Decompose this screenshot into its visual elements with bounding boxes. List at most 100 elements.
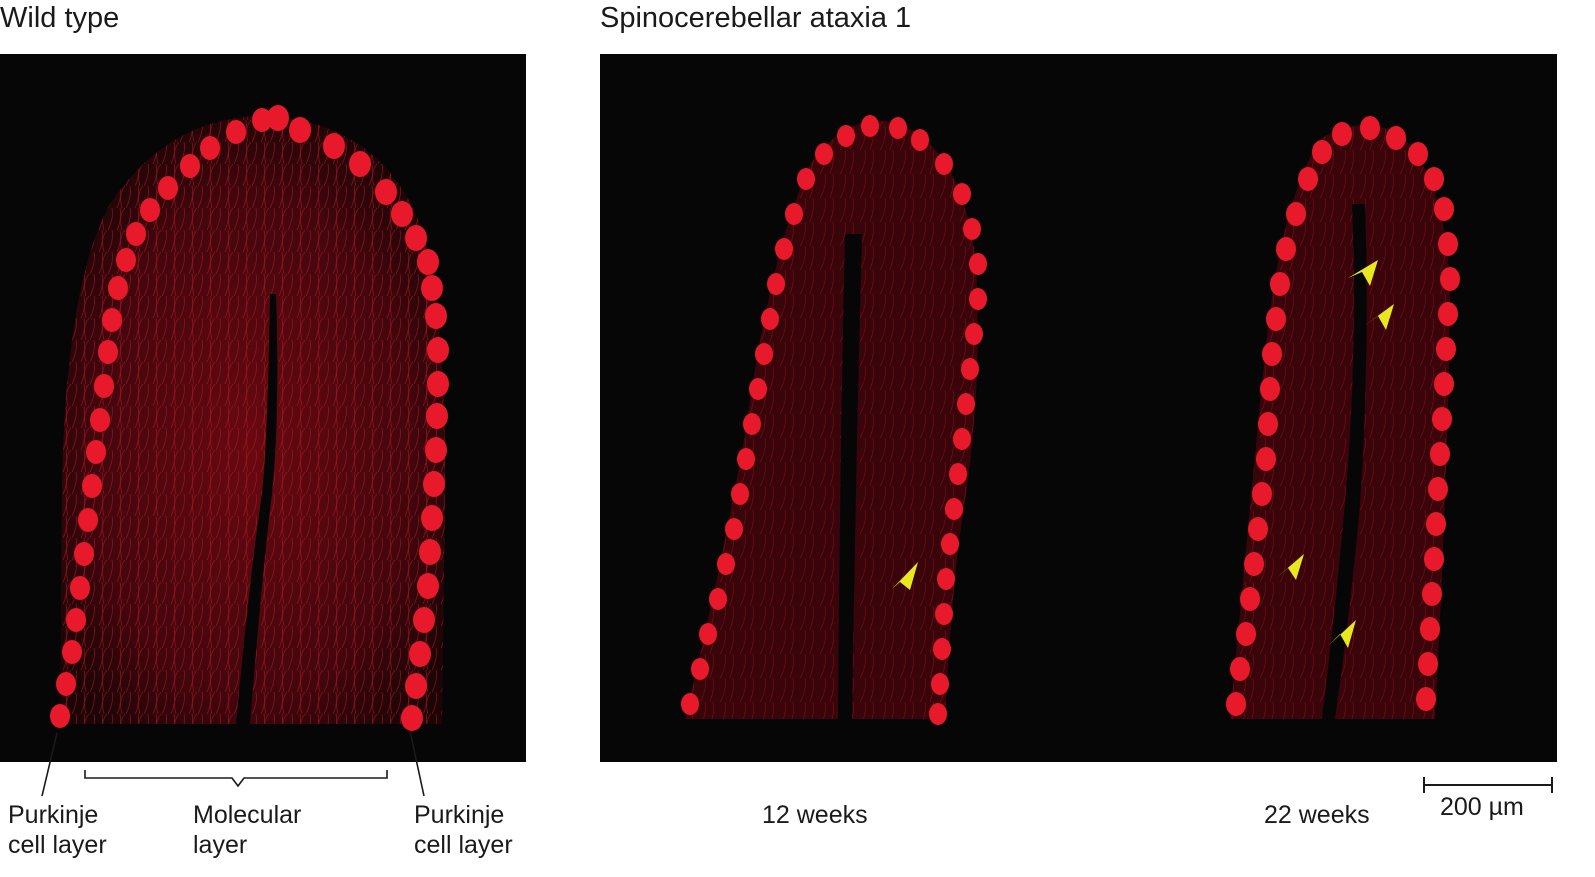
purkinje-cell [1252,482,1272,506]
purkinje-cell [861,115,879,137]
purkinje-cell [1298,167,1318,191]
purkinje-cell [1428,477,1448,501]
purkinje-cell [911,129,929,151]
purkinje-cell [755,343,773,365]
purkinje-cell [1438,302,1458,326]
purkinje-cell [957,393,975,415]
purkinje-cell [965,323,983,345]
purkinje-cell [94,374,114,398]
purkinje-cell [969,253,987,275]
purkinje-cell [935,603,953,625]
purkinje-cell [1424,167,1444,191]
purkinje-cell [941,533,959,555]
purkinje-cell [401,705,423,731]
purkinje-cell [200,136,220,160]
purkinje-cell [961,358,979,380]
purkinje-cell [1236,622,1256,646]
purkinje-cell [1248,517,1268,541]
purkinje-cells-sca1 [681,115,1460,725]
purkinje-cell [725,518,743,540]
arrowhead-3 [1364,304,1394,330]
purkinje-cell [767,273,785,295]
purkinje-cell [425,437,447,463]
purkinje-label-right: Purkinje cell layer [414,801,513,859]
purkinje-label-left: Purkinje cell layer [8,801,107,859]
purkinje-cell [815,143,833,165]
purkinje-cell [749,378,767,400]
purkinje-cell [252,108,272,132]
purkinje-cell [409,641,431,667]
arrowheads [892,260,1394,648]
purkinje-cell [1270,272,1290,296]
purkinje-cell [108,276,128,300]
purkinje-cell [953,428,971,450]
purkinje-cell [90,408,110,432]
purkinje-cell [180,154,200,178]
purkinje-cell [1434,372,1454,396]
purkinje-cell [945,498,963,520]
purkinje-cell [405,225,427,251]
purkinje-cell [425,303,447,329]
purkinje-cell [949,463,967,485]
arrowhead-5 [1328,620,1356,648]
purkinje-cell [937,568,955,590]
purkinje-cell [375,179,397,205]
week-22-label: 22 weeks [1264,801,1370,829]
purkinje-cell [1408,142,1428,166]
purkinje-cell [116,248,136,272]
purkinje-cell [953,183,971,205]
purkinje-cell [1436,337,1456,361]
purkinje-cell [1226,692,1246,716]
purkinje-cell [931,673,949,695]
fissure [236,294,278,724]
purkinje-cell [78,508,98,532]
purkinje-cell [1258,412,1278,436]
purkinje-cell [785,203,803,225]
purkinje-cell [70,576,90,600]
purkinje-cell [761,308,779,330]
purkinje-cell [743,413,761,435]
purkinje-cell [417,249,439,275]
purkinje-cell [226,120,246,144]
purkinje-cell [963,218,981,240]
purkinje-cell [797,168,815,190]
purkinje-cell [1416,687,1436,711]
purkinje-cell [323,133,345,159]
purkinje-cell [1260,377,1280,401]
purkinje-cell [1262,342,1282,366]
purkinje-cell [267,105,289,131]
purkinje-cell [1434,197,1454,221]
sca1-micrograph [600,54,1557,762]
purkinje-cell [86,440,106,464]
purkinje-cell [82,474,102,498]
purkinje-cell [1422,582,1442,606]
purkinje-cell [349,151,371,177]
purkinje-cell [421,505,443,531]
purkinje-cell [1430,442,1450,466]
purkinje-cell [66,608,86,632]
purkinje-cell [1244,552,1264,576]
purkinje-cell [691,658,709,680]
purkinje-cell [417,573,439,599]
purkinje-cell [1256,447,1276,471]
purkinje-cell [837,125,855,147]
molecular-label: Molecular layer [193,801,302,859]
arrowhead-4 [1276,554,1304,580]
purkinje-cell [935,153,953,175]
purkinje-cell [969,288,987,310]
purkinje-cell [1276,237,1296,261]
purkinje-cell [56,672,76,696]
purkinje-cell [1312,140,1332,164]
molecular-layer-brace [84,770,388,788]
purkinje-cell [731,483,749,505]
purkinje-cell [1420,617,1440,641]
purkinje-cell [98,340,118,364]
purkinje-cell [889,117,907,139]
purkinje-cell [709,588,727,610]
purkinje-cell [102,308,122,332]
purkinje-cell [391,201,413,227]
purkinje-cell [1440,267,1460,291]
purkinje-cells-wild-type [50,105,449,731]
purkinje-cell [737,448,755,470]
purkinje-cell [1360,116,1380,140]
